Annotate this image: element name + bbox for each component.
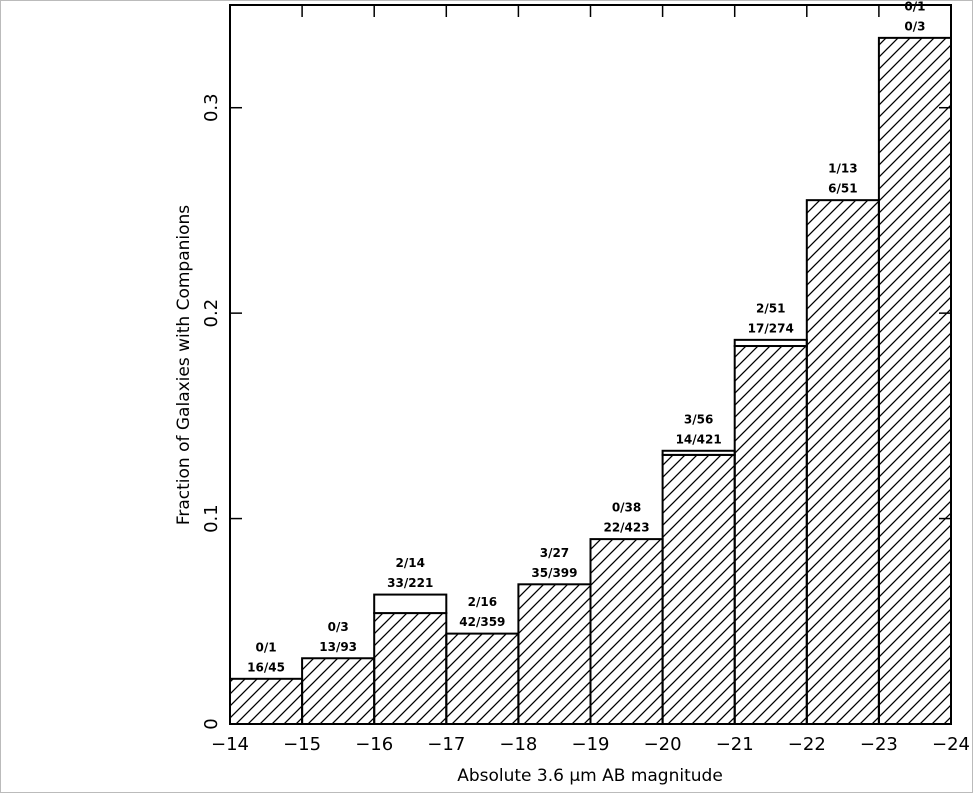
x-tick-label: −20 bbox=[644, 734, 682, 755]
bar-label-lower: 17/274 bbox=[748, 321, 794, 335]
bar-label-lower: 35/399 bbox=[531, 566, 577, 580]
x-tick-label: −23 bbox=[860, 734, 898, 755]
bar-label-upper: 1/13 bbox=[828, 162, 857, 176]
bar bbox=[805, 199, 880, 725]
x-axis-label: Absolute 3.6 μm AB magnitude bbox=[457, 766, 723, 786]
x-tick-label: −14 bbox=[211, 734, 249, 755]
bar-label-upper: 2/51 bbox=[756, 301, 785, 315]
bar-label-upper: 2/14 bbox=[396, 556, 425, 570]
bar bbox=[373, 612, 448, 725]
bar bbox=[517, 583, 592, 726]
bar bbox=[589, 538, 664, 725]
bar bbox=[301, 657, 376, 726]
bar-label-lower: 16/45 bbox=[247, 660, 285, 674]
bar-label-upper: 2/16 bbox=[468, 595, 497, 609]
x-tick-label: −16 bbox=[355, 734, 393, 755]
bar-label-lower: 42/359 bbox=[459, 615, 505, 629]
y-tick-label: 0 bbox=[201, 718, 222, 729]
bar-top-segment bbox=[733, 338, 808, 348]
bar-label-upper: 0/38 bbox=[612, 501, 641, 515]
y-tick-label: 0.2 bbox=[201, 299, 222, 328]
bar-label-upper: 0/3 bbox=[328, 620, 349, 634]
y-tick-label: 0.1 bbox=[201, 504, 222, 533]
y-tick-label: 0.3 bbox=[201, 93, 222, 122]
bar bbox=[229, 677, 304, 726]
x-tick-label: −15 bbox=[283, 734, 321, 755]
x-tick-label: −24 bbox=[932, 734, 970, 755]
bar-top-segment bbox=[373, 593, 448, 615]
x-tick-label: −17 bbox=[427, 734, 465, 755]
bar-label-lower: 6/51 bbox=[828, 182, 857, 196]
bar-top-segment bbox=[661, 449, 736, 456]
bar bbox=[661, 453, 736, 725]
bar-label-lower: 0/3 bbox=[904, 19, 925, 33]
bar-label-lower: 13/93 bbox=[319, 640, 357, 654]
bar-label-upper: 3/56 bbox=[684, 412, 713, 426]
bar-label-lower: 22/423 bbox=[603, 521, 649, 535]
x-tick-label: −21 bbox=[716, 734, 754, 755]
x-tick-label: −22 bbox=[788, 734, 826, 755]
x-tick-label: −19 bbox=[572, 734, 610, 755]
y-axis-label: Fraction of Galaxies with Companions bbox=[174, 205, 194, 525]
x-tick-label: −18 bbox=[499, 734, 537, 755]
bar-label-upper: 0/1 bbox=[256, 640, 277, 654]
bar bbox=[733, 345, 808, 725]
bar bbox=[445, 632, 520, 726]
bar-label-upper: 3/27 bbox=[540, 546, 569, 560]
bar bbox=[877, 36, 953, 725]
bar-label-lower: 33/221 bbox=[387, 576, 433, 590]
bar-label-lower: 14/421 bbox=[676, 432, 722, 446]
bar-label-upper: 0/1 bbox=[904, 0, 925, 13]
